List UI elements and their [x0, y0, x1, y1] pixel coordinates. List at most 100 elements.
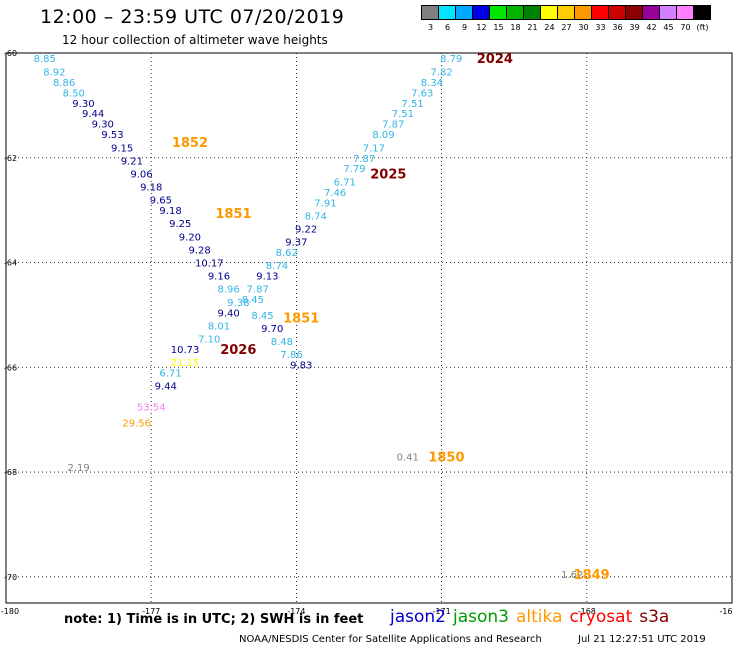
map-frame — [5, 52, 733, 604]
wave-height-value: 9.22 — [295, 224, 317, 235]
wave-height-value: 9.37 — [285, 238, 307, 249]
wave-height-value: 8.79 — [440, 54, 462, 65]
wave-height-value: 9.06 — [130, 169, 152, 180]
pass-number: 1851 — [283, 312, 319, 327]
legend-bin: 42 — [642, 5, 660, 32]
color-scale-legend: 3 6 9 12 15 18 21 24 27 30 33 36 39 42 45 70 (ft) — [421, 5, 711, 32]
wave-height-value: 7.10 — [198, 334, 220, 345]
wave-height-value: 8.86 — [53, 78, 75, 89]
wave-height-value: 7.87 — [247, 285, 269, 296]
wave-height-value: 9.53 — [101, 130, 123, 141]
axis-ticks: -180 -177 -174 -171 -168 -16 -60 -62 -64 -66 -68 -7… — [1, 49, 733, 616]
mission-jason2: jason2 — [390, 607, 446, 627]
latitude-tick-label: -66 — [4, 363, 17, 372]
mission-s3a: s3a — [639, 607, 670, 627]
legend-label: 33 — [595, 23, 606, 32]
wave-height-value: 8.62 — [276, 248, 298, 259]
latitude-tick-label: -68 — [4, 468, 17, 477]
pass-number: 2026 — [220, 343, 256, 358]
graticule — [5, 52, 733, 604]
wave-height-value: 9.21 — [121, 156, 143, 167]
legend-label: 3 — [427, 23, 434, 32]
wave-height-value: 9.30 — [92, 120, 114, 131]
longitude-tick-label: -171 — [433, 607, 451, 616]
wave-height-value: 8.92 — [43, 67, 65, 78]
wave-height-value: 8.50 — [63, 88, 85, 99]
legend-label: 18 — [510, 23, 521, 32]
wave-height-value: 8.45 — [242, 295, 264, 306]
legend-swatch — [693, 5, 711, 20]
wave-height-value: 6.71 — [334, 177, 356, 188]
wave-height-value: 8.74 — [305, 211, 327, 222]
wave-height-value: 7.87 — [382, 120, 404, 131]
wave-height-value: 9.30 — [72, 99, 94, 110]
wave-height-value: 8.09 — [372, 130, 394, 141]
longitude-tick-label: -16 — [719, 607, 732, 616]
legend-label: 24 — [544, 23, 555, 32]
legend-label: 70 — [680, 23, 691, 32]
legend-bin: 18 — [506, 5, 524, 32]
wave-height-value: 6.71 — [159, 369, 181, 380]
wave-height-value: 7.79 — [343, 164, 365, 175]
pass-number: 2024 — [477, 52, 513, 67]
wave-height-value: 8.45 — [251, 311, 273, 322]
credit-line: NOAA/NESDIS Center for Satellite Applica… — [239, 634, 542, 645]
wave-height-value: 9.83 — [290, 361, 312, 372]
legend-label: 21 — [527, 23, 538, 32]
wave-height-value: 8.01 — [208, 321, 230, 332]
pass-number-labels: 1852 1851 1851 2024 2025 2026 1850 1849 — [172, 52, 610, 583]
wave-height-value: 8.34 — [421, 78, 443, 89]
wave-height-value: 9.28 — [188, 245, 210, 256]
wave-height-value: 7.82 — [430, 67, 452, 78]
legend-bin: 9 — [455, 5, 473, 32]
legend-label: 36 — [612, 23, 623, 32]
wave-height-value: 2.19 — [67, 463, 89, 474]
longitude-tick-label: -180 — [1, 607, 19, 616]
wave-height-value: 8.96 — [218, 285, 240, 296]
wave-height-value: 7.91 — [314, 198, 336, 209]
legend-label: (ft) — [696, 23, 709, 32]
wave-height-value: 8.74 — [266, 261, 288, 272]
wave-height-value: 7.17 — [363, 143, 385, 154]
pass-number: 1850 — [428, 450, 464, 465]
legend-label: 27 — [561, 23, 572, 32]
wave-height-value: 7.51 — [401, 99, 423, 110]
wave-height-value: 9.15 — [111, 143, 133, 154]
wave-height-value: 7.63 — [411, 88, 433, 99]
legend-label: 6 — [444, 23, 451, 32]
legend-label: 39 — [629, 23, 640, 32]
wave-height-value: 7.51 — [392, 109, 414, 120]
longitude-tick-label: -177 — [142, 607, 160, 616]
wave-height-value: 8.85 — [34, 54, 56, 65]
wave-height-value: 7.86 — [280, 350, 302, 361]
wave-height-value: 9.18 — [159, 206, 181, 217]
wave-height-value: 9.18 — [140, 183, 162, 194]
wave-height-value: 9.44 — [155, 382, 177, 393]
wave-height-value: 9.16 — [208, 272, 230, 283]
units-note: note: 1) Time is in UTC; 2) SWH is in fe… — [64, 612, 364, 627]
longitude-tick-label: -168 — [578, 607, 596, 616]
latitude-tick-label: -60 — [4, 49, 17, 58]
map-title: 12:00 – 23:59 UTC 07/20/2019 — [40, 6, 345, 28]
wave-height-value: 1.62 — [561, 570, 583, 581]
wave-height-value: 9.40 — [218, 308, 240, 319]
wave-height-value: 7.87 — [353, 154, 375, 165]
map-subtitle: 12 hour collection of altimeter wave hei… — [62, 33, 328, 47]
wave-height-value: 9.20 — [179, 232, 201, 243]
latitude-tick-label: -62 — [4, 154, 17, 163]
mission-cryosat: cryosat — [569, 607, 633, 627]
wave-height-value: 7.46 — [324, 188, 346, 199]
wave-height-value: 10.17 — [195, 259, 224, 270]
legend-label: 12 — [476, 23, 487, 32]
legend-bin: (ft) — [693, 5, 711, 32]
wave-height-value: 9.25 — [169, 219, 191, 230]
legend-label: 45 — [663, 23, 674, 32]
wave-height-value: 9.13 — [256, 272, 278, 283]
wave-height-value: 9.44 — [82, 109, 104, 120]
mission-legend: jason2 jason3 altika cryosat s3a — [390, 607, 676, 627]
legend-label: 30 — [578, 23, 589, 32]
wave-height-value: 8.48 — [271, 337, 293, 348]
mission-jason3: jason3 — [453, 607, 509, 627]
legend-label: 42 — [646, 23, 657, 32]
